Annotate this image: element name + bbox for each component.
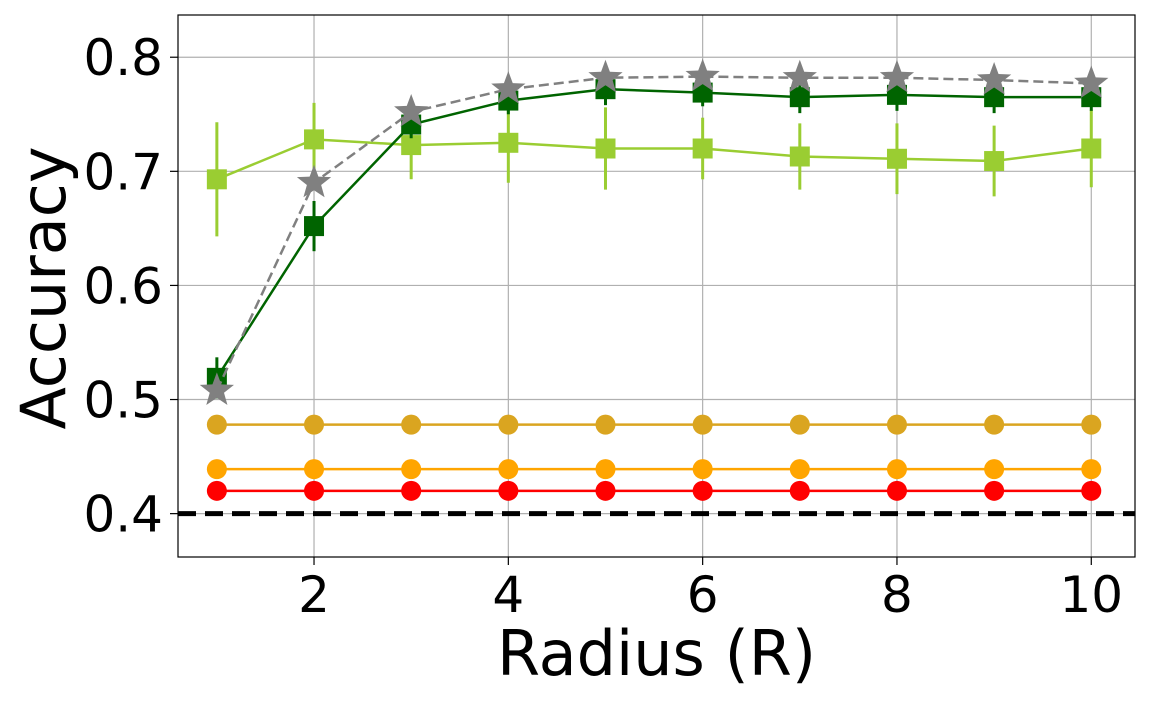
data-point [401,135,422,156]
x-tick-label: 4 [492,566,524,624]
data-point [692,414,713,435]
data-point [304,459,325,480]
y-axis-label: Accuracy [7,146,80,429]
data-point [394,93,429,127]
data-point [206,414,227,435]
data-point [782,59,817,93]
data-point [977,62,1012,95]
data-point [886,459,907,480]
series-2 [206,73,1102,399]
data-point [401,480,422,501]
data-point [886,414,907,435]
data-point [984,414,1005,435]
data-point [401,414,422,435]
data-point [595,414,616,435]
series-line [215,75,1092,391]
data-point [789,480,810,501]
series-group [199,58,1109,501]
data-point [588,59,623,93]
data-point [984,459,1005,480]
data-point [984,151,1005,172]
x-tick-label: 2 [298,566,330,624]
data-point [206,169,227,190]
data-point [692,82,713,103]
y-tick-label: 0.4 [83,486,163,544]
data-point [1081,459,1102,480]
data-point [595,459,616,480]
data-point [199,372,234,405]
data-point [304,414,325,435]
x-tick-label: 6 [687,566,719,624]
data-point [692,138,713,159]
y-tick-label: 0.7 [83,143,163,201]
series-5 [206,459,1102,480]
data-point [685,58,720,92]
data-point [879,59,915,93]
series-6 [206,480,1102,501]
data-point [296,164,332,198]
data-point [304,216,325,237]
data-point [886,148,907,169]
series-1 [206,102,1102,237]
data-point [304,129,325,150]
data-point [595,138,616,159]
series-3 [199,58,1109,405]
data-point [1081,414,1102,435]
data-point [692,459,713,480]
data-point [1074,65,1109,99]
data-point [304,480,325,501]
x-tick-label: 10 [1059,566,1123,624]
series-line [215,87,1092,379]
data-point [1081,480,1102,501]
data-point [491,71,526,104]
data-point [984,480,1005,501]
data-point [498,132,519,153]
data-point [1081,138,1102,159]
x-axis-label: Radius (R) [497,617,816,690]
data-point [498,414,519,435]
y-tick-label: 0.5 [83,372,163,430]
data-point [789,146,810,167]
series-line [216,138,1092,181]
axis-ticks: 2 4 6 8 10 0.4 0.5 0.6 0.7 0.8 [83,29,1123,624]
data-point [692,480,713,501]
data-point [498,480,519,501]
data-point [789,87,810,108]
data-point [789,414,810,435]
x-tick-label: 8 [881,566,913,624]
data-point [595,480,616,501]
data-point [498,459,519,480]
y-tick-label: 0.8 [83,29,163,87]
data-point [886,480,907,501]
data-point [206,459,227,480]
data-point [886,84,907,105]
data-point [206,480,227,501]
y-tick-label: 0.6 [83,257,163,315]
data-point [789,459,810,480]
series-4 [206,414,1102,435]
data-point [984,87,1005,108]
data-point [401,459,422,480]
